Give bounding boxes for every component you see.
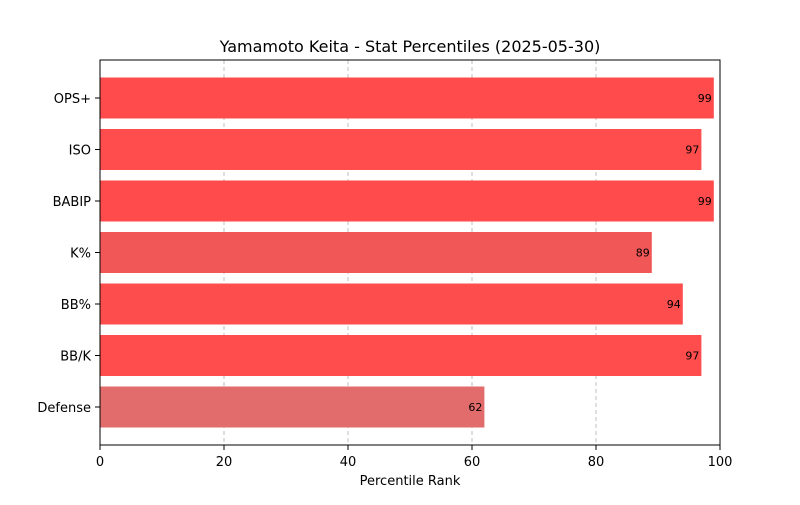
bar-value-label: 89 bbox=[636, 247, 650, 260]
y-tick-label: ISO bbox=[69, 144, 91, 159]
bars bbox=[100, 77, 714, 428]
x-tick-label: 20 bbox=[216, 455, 233, 470]
y-tick-label: OPS+ bbox=[54, 92, 91, 107]
x-tick-label: 80 bbox=[588, 455, 605, 470]
bar bbox=[100, 386, 485, 428]
y-tick-label: BABIP bbox=[53, 195, 92, 210]
x-tick-label: 40 bbox=[340, 455, 357, 470]
x-tick-label: 60 bbox=[464, 455, 481, 470]
bar bbox=[100, 232, 652, 273]
bar bbox=[100, 180, 714, 222]
y-tick-label: BB% bbox=[61, 298, 91, 313]
y-tick-label: Defense bbox=[37, 401, 91, 416]
y-tick-label: BB/K bbox=[60, 350, 91, 365]
bar-value-label: 97 bbox=[685, 144, 699, 157]
x-axis: 0 20 40 60 80 100 bbox=[96, 445, 733, 470]
bar-value-label: 99 bbox=[698, 92, 712, 105]
bar-value-label: 94 bbox=[667, 298, 681, 311]
x-tick-label: 100 bbox=[708, 455, 733, 470]
bar bbox=[100, 77, 714, 119]
x-tick-label: 0 bbox=[96, 455, 104, 470]
bar bbox=[100, 335, 702, 376]
bar bbox=[100, 283, 683, 325]
bar-value-label: 97 bbox=[685, 350, 699, 363]
x-axis-label: Percentile Rank bbox=[360, 474, 461, 489]
y-tick-label: K% bbox=[70, 247, 91, 262]
bar-value-label: 62 bbox=[468, 401, 482, 414]
bar bbox=[100, 129, 702, 170]
bar-value-label: 99 bbox=[698, 195, 712, 208]
y-axis: OPS+ ISO BABIP K% BB% BB/K Defense bbox=[37, 92, 100, 416]
data-labels: 99 97 99 89 94 97 62 bbox=[468, 92, 711, 414]
chart-title: Yamamoto Keita - Stat Percentiles (2025-… bbox=[219, 37, 601, 56]
